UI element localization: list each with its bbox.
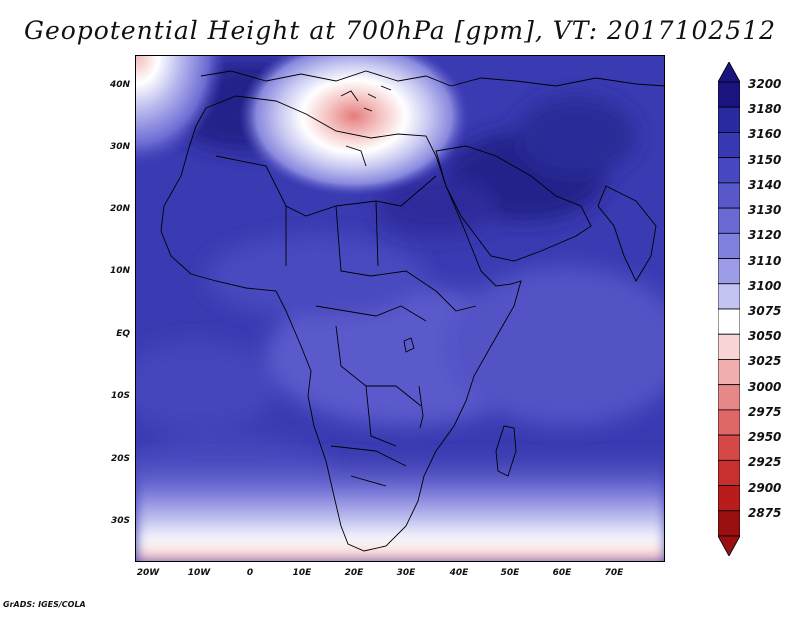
lon-tick: 70E [604,568,624,578]
footer-credit: GrADS: IGES/COLA [3,600,86,609]
colorbar-label: 3050 [748,329,782,344]
colorbar-cell [718,409,740,436]
colorbar-label: 3110 [748,253,782,268]
colorbar-cell [718,384,740,411]
lon-tick: 20W [136,568,160,578]
lon-tick: 20E [344,568,364,578]
lon-tick: 10W [187,568,211,578]
lon-tick: 50E [500,568,520,578]
colorbar-label: 3025 [748,354,782,369]
colorbar-label: 3150 [748,152,782,167]
colorbar [718,62,740,556]
lat-tick: 10N [109,266,130,276]
lon-tick: 60E [552,568,572,578]
lat-tick: 20S [110,454,130,464]
map-panel[interactable] [135,55,665,562]
colorbar-label: 2875 [748,505,782,520]
colorbar-cell [718,308,740,335]
colorbar-label: 3130 [748,203,782,218]
colorbar-cell [718,434,740,461]
colorbar-cell [718,258,740,285]
geopotential-field [136,56,664,561]
lon-tick: 40E [449,568,469,578]
colorbar-label: 3000 [748,379,782,394]
colorbar-cell [718,132,740,159]
lat-tick: 30S [110,516,130,526]
colorbar-cell [718,106,740,133]
colorbar-label: 3140 [748,177,782,192]
colorbar-cell [718,182,740,209]
colorbar-label: 2925 [748,455,782,470]
colorbar-label: 2900 [748,480,782,495]
lon-tick: 30E [396,568,416,578]
colorbar-label: 3200 [748,77,782,91]
colorbar-cell [718,157,740,184]
colorbar-label: 2975 [748,404,782,419]
colorbar-cell [718,359,740,386]
colorbar-label: 3100 [748,278,782,293]
colorbar-top-arrow [718,62,740,83]
colorbar-cell [718,485,740,512]
colorbar-label: 2950 [748,430,782,445]
colorbar-bottom-arrow [718,535,740,556]
colorbar-label: 3075 [748,304,782,318]
lat-tick: 40N [109,80,130,90]
lat-tick: EQ [116,329,130,339]
lat-tick: 10S [110,391,130,401]
colorbar-cell [718,333,740,360]
colorbar-cell [718,510,740,537]
colorbar-cell [718,232,740,259]
colorbar-label: 3120 [748,228,782,243]
lat-tick: 30N [109,142,130,152]
colorbar-cell [718,207,740,234]
lat-tick: 20N [109,204,130,214]
chart-title: Geopotential Height at 700hPa [gpm], VT:… [23,16,777,45]
lon-tick: 0 [246,568,254,578]
colorbar-cell [718,283,740,310]
coastlines [160,70,664,552]
colorbar-label: 3160 [748,127,782,142]
colorbar-cell [718,459,740,486]
lon-tick: 10E [292,568,312,578]
colorbar-cell [718,81,740,108]
colorbar-label: 3180 [748,102,782,117]
